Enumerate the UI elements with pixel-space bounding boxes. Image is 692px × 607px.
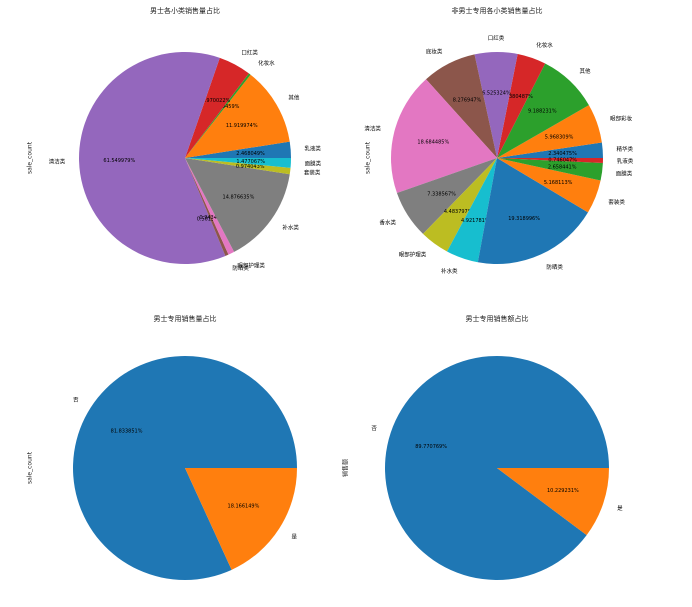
pie-slice-眼部护理类: [423, 158, 497, 252]
pie-slice-香水类: [396, 158, 497, 234]
pie-slice-是: [185, 468, 297, 570]
slice-label: 底妆类: [426, 47, 443, 55]
pie-slice-面膜类: [185, 158, 291, 168]
pie-slice-清洁类: [79, 52, 226, 265]
slice-label: 是: [617, 505, 623, 512]
pie-slice-口红类: [474, 51, 518, 158]
slice-percent-label: 6.525324%: [482, 90, 511, 96]
pie-slice-防晒类: [477, 158, 588, 265]
slice-percent-label: 61.549979%: [103, 158, 135, 164]
slice-percent-label: 7.338567%: [427, 191, 456, 197]
slice-label: 眼部护理类: [237, 262, 265, 270]
slice-percent-label: 5.168113%: [544, 180, 573, 186]
slice-percent-label: 2.340475%: [548, 151, 577, 157]
slice-percent-label: 18.166149%: [228, 504, 260, 510]
pie-slice-口红类: [185, 57, 249, 159]
chart-title-nonmen-subcategory-volume: 非男士专用各小类销售量占比: [451, 7, 543, 15]
pie-slice-是: [497, 468, 609, 536]
slice-percent-label: 4.380487%: [504, 94, 533, 100]
pie-slice-眼部护理类: [185, 158, 235, 255]
slice-percent-label: 0.943459%: [199, 215, 228, 221]
slice-percent-label: 11.919974%: [226, 123, 258, 129]
slice-percent-label: 0.746047%: [548, 158, 577, 164]
y-axis-label-chart3: sale_count: [26, 451, 34, 485]
pie-slice-乳液类: [497, 158, 603, 163]
pie-slice-面膜类: [497, 158, 603, 181]
pie-slice-否: [385, 355, 609, 580]
chart-title-men-volume-share: 男士专用销售量占比: [153, 315, 217, 323]
slice-percent-label: 5.968309%: [545, 134, 574, 140]
pie-slice-乳液类: [185, 141, 291, 158]
slice-percent-label: 18.684485%: [417, 140, 449, 146]
slice-label: 其他: [288, 93, 300, 101]
y-axis-label-chart4: 销售额: [342, 458, 350, 478]
slice-label: 否: [371, 425, 377, 432]
slice-label: 口红类: [241, 48, 258, 56]
slice-percent-label: 0.501313%: [197, 216, 226, 222]
slice-label: 清洁类: [364, 124, 381, 132]
slice-label: 口红类: [488, 34, 505, 42]
slice-label: 化妆水: [536, 41, 553, 49]
slice-label: 否: [73, 397, 79, 404]
pie-slice-化妆水: [497, 54, 546, 158]
slice-percent-label: 4.921781%: [461, 218, 490, 224]
slice-label: 面膜类: [616, 170, 633, 178]
slice-label: 是: [292, 533, 298, 540]
slice-label: 眼部彩妆: [610, 115, 633, 123]
pie-slice-补水类: [447, 158, 497, 263]
pie-slice-底妆类: [426, 54, 497, 158]
slice-label: 眼部护理类: [399, 251, 427, 259]
slice-label: 防晒类: [232, 264, 249, 272]
slice-percent-label: 0.974043%: [236, 164, 265, 170]
slice-label: 乳液类: [617, 157, 634, 165]
y-axis-label-chart1: sale_count: [26, 141, 34, 175]
slice-label: 防晒类: [546, 263, 563, 271]
chart-title-men-revenue-share: 男士专用销售额占比: [465, 315, 529, 323]
slice-percent-label: 8.276947%: [453, 98, 482, 104]
slice-percent-label: 0.319459%: [211, 104, 240, 110]
pie-slice-套装类: [185, 158, 291, 175]
slice-percent-label: 4.970022%: [202, 98, 231, 104]
slice-label: 香水类: [379, 218, 396, 226]
pie-slice-否: [73, 355, 297, 580]
pie-slice-防晒类: [185, 158, 229, 256]
pie-slice-精华类: [497, 142, 603, 158]
y-axis-label-chart2: sale_count: [364, 141, 372, 175]
slice-percent-label: 1.477067%: [236, 159, 265, 165]
slice-label: 补水类: [441, 267, 458, 275]
slice-percent-label: 10.229231%: [547, 488, 579, 494]
slice-label: 化妆水: [258, 59, 275, 67]
pie-slice-清洁类: [391, 79, 497, 194]
slice-label: 补水类: [282, 224, 299, 232]
pie-slice-其他: [497, 63, 589, 159]
slice-label: 面膜类: [305, 160, 322, 168]
pie-slice-眼部彩妆: [497, 105, 602, 158]
slice-percent-label: 9.188231%: [528, 108, 557, 114]
pie-slice-其他: [185, 74, 290, 158]
slice-label: 其他: [580, 67, 592, 75]
slice-percent-label: 4.483797%: [444, 209, 473, 215]
pie-slice-补水类: [185, 158, 290, 252]
slice-percent-label: 2.658441%: [548, 165, 577, 171]
slice-label: 套装类: [608, 198, 625, 206]
slice-label: 乳液类: [304, 145, 321, 153]
pie-slice-化妆水: [185, 73, 251, 158]
chart-title-men-subcategory-volume: 男士各小类销售量占比: [150, 7, 220, 15]
slice-percent-label: 81.833851%: [111, 428, 143, 434]
slice-label: 清洁类: [49, 157, 66, 165]
pie-slice-套装类: [497, 158, 601, 213]
slice-label: 套装类: [304, 169, 321, 177]
slice-percent-label: 89.770769%: [415, 444, 447, 450]
slice-percent-label: 2.468049%: [236, 151, 265, 157]
slice-label: 精华类: [616, 145, 633, 153]
slice-percent-label: 19.318996%: [508, 216, 540, 222]
slice-percent-label: 14.876635%: [223, 194, 255, 200]
